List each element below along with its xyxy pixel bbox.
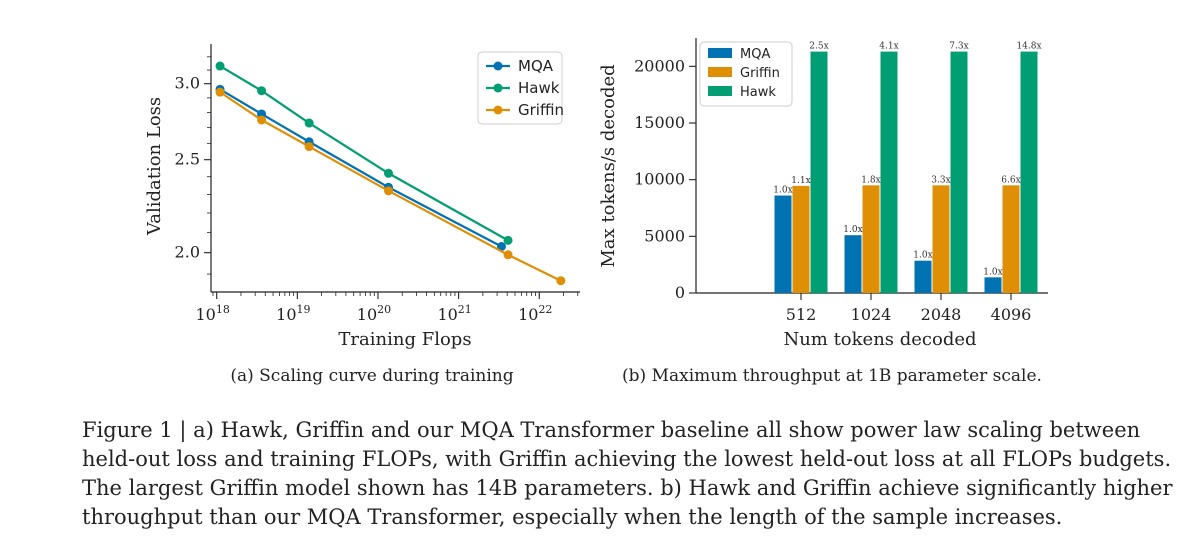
series-point-hawk — [215, 61, 225, 71]
x-tick-exponent: 19 — [297, 303, 311, 316]
bar-data-label: 3.3x — [931, 175, 950, 185]
bar-griffin — [792, 185, 810, 293]
series-line-griffin — [219, 91, 562, 282]
series-point-griffin — [503, 250, 513, 260]
subcaption-b: (b) Maximum throughput at 1B parameter s… — [622, 366, 1042, 386]
series-point-hawk — [257, 86, 267, 96]
x-tick-base: 10 — [437, 305, 457, 324]
bar-mqa — [844, 235, 862, 293]
scaling-legend: MQA Hawk Griffin — [477, 51, 564, 125]
series-point-griffin — [556, 276, 566, 286]
bar-data-label: 2.5x — [809, 42, 828, 52]
bar-hawk — [810, 51, 828, 293]
x-tick-exponent: 20 — [377, 303, 391, 316]
x-tick-exponent: 22 — [538, 303, 552, 316]
bar-hawk — [1020, 51, 1038, 293]
bar-data-label: 4.1x — [879, 42, 898, 52]
x-tick-label: 512 — [786, 305, 817, 324]
bar-data-label: 1.0x — [773, 186, 792, 196]
scaling-y-axis-label: Validation Loss — [144, 97, 165, 236]
x-tick-label: 1024 — [851, 305, 892, 324]
bar-mqa — [914, 260, 932, 293]
caption-line: held-out loss and training FLOPs, with G… — [82, 447, 1172, 471]
caption-line: The largest Griffin model shown has 14B … — [82, 476, 1173, 500]
legend-label-mqa: MQA — [740, 47, 770, 62]
x-tick-label: 1020 — [357, 303, 391, 324]
y-tick-label: 15000 — [634, 113, 685, 132]
bar-data-label: 1.0x — [983, 267, 1002, 277]
bar-data-label: 1.1x — [791, 176, 810, 186]
legend-swatch-griffin — [708, 67, 732, 77]
bar-mqa — [984, 277, 1002, 293]
bar-griffin — [1002, 185, 1020, 293]
throughput-ticks: 0 5000 10000 15000 20000 512 1024 2048 4096 — [634, 56, 1031, 324]
throughput-y-axis-label: Max tokens/s decoded — [598, 64, 619, 267]
bar-mqa — [774, 195, 792, 293]
legend-label-griffin: Griffin — [740, 66, 780, 81]
series-point-griffin — [215, 87, 225, 97]
legend-label-griffin: Griffin — [518, 101, 564, 119]
bar-data-label: 1.8x — [861, 175, 880, 185]
throughput-legend: MQA Griffin Hawk — [699, 41, 793, 107]
y-tick-label: 2.5 — [175, 150, 200, 169]
legend-marker-griffin — [493, 105, 503, 115]
bar-data-label: 7.3x — [949, 42, 968, 52]
series-point-hawk — [383, 168, 393, 178]
bar-data-label: 14.8x — [1016, 42, 1041, 52]
series-point-griffin — [383, 186, 393, 196]
x-tick-label: 1019 — [276, 303, 310, 324]
legend-swatch-hawk — [708, 86, 732, 96]
scaling-series — [215, 61, 566, 286]
bar-data-label: 1.0x — [843, 225, 862, 235]
x-tick-label: 4096 — [991, 305, 1032, 324]
x-tick-label: 1022 — [518, 303, 552, 324]
bar-hawk — [950, 51, 968, 293]
scaling-axes — [210, 44, 580, 293]
x-tick-label: 1018 — [196, 303, 230, 324]
legend-label-mqa: MQA — [518, 57, 554, 75]
scaling-x-axis-label: Training Flops — [338, 329, 471, 350]
y-tick-label: 0 — [675, 283, 685, 302]
y-tick-label: 5000 — [644, 226, 685, 245]
x-tick-base: 10 — [357, 305, 377, 324]
series-point-hawk — [304, 118, 314, 128]
bar-griffin — [862, 185, 880, 293]
y-tick-label: 3.0 — [175, 74, 200, 93]
throughput-x-axis-label: Num tokens decoded — [783, 329, 976, 350]
legend-marker-mqa — [493, 61, 503, 71]
caption-line: throughput than our MQA Transformer, esp… — [82, 505, 1063, 529]
y-tick-label: 2.0 — [175, 243, 200, 262]
y-tick-label: 10000 — [634, 170, 685, 189]
x-tick-base: 10 — [196, 305, 216, 324]
x-tick-base: 10 — [276, 305, 296, 324]
x-tick-base: 10 — [518, 305, 538, 324]
legend-swatch-mqa — [708, 48, 732, 58]
bar-data-label: 1.0x — [913, 251, 932, 261]
series-point-griffin — [257, 115, 267, 125]
subcaption-a: (a) Scaling curve during training — [230, 366, 513, 386]
x-tick-label: 1021 — [437, 303, 471, 324]
bar-griffin — [932, 185, 950, 293]
series-point-mqa — [496, 241, 506, 251]
legend-label-hawk: Hawk — [740, 85, 776, 100]
y-tick-label: 20000 — [634, 56, 685, 75]
bar-hawk — [880, 51, 898, 293]
x-tick-exponent: 21 — [458, 303, 472, 316]
x-tick-label: 2048 — [921, 305, 962, 324]
bar-data-label: 6.6x — [1001, 175, 1020, 185]
throughput-bars: 1.0x1.1x2.5x1.0x1.8x4.1x1.0x3.3x7.3x1.0x… — [773, 42, 1042, 293]
legend-marker-hawk — [493, 83, 503, 93]
legend-label-hawk: Hawk — [518, 79, 560, 97]
series-point-griffin — [304, 142, 314, 152]
throughput-chart: 0 5000 10000 15000 20000 512 1024 2048 4096 1.0x… — [598, 38, 1048, 350]
caption-line: Figure 1 | a) Hawk, Griffin and our MQA … — [82, 418, 1141, 442]
series-point-hawk — [503, 235, 513, 245]
figure-caption: Figure 1 | a) Hawk, Griffin and our MQA … — [82, 416, 1173, 532]
x-tick-exponent: 18 — [216, 303, 230, 316]
